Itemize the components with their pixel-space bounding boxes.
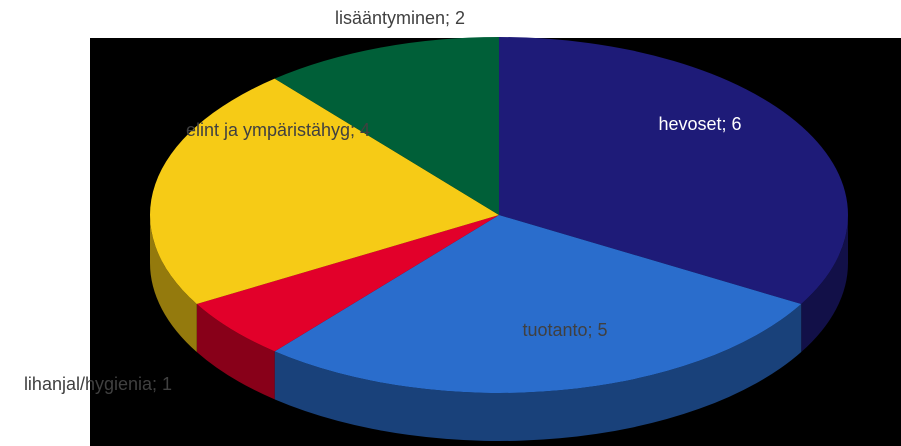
slice-side	[801, 215, 848, 352]
slice-side	[196, 304, 275, 400]
slice	[196, 215, 499, 352]
data-label: lisääntyminen; 2	[334, 8, 466, 28]
data-label: tuotanto; 5	[522, 320, 608, 340]
data-label: lihanjal/hygienia; 1	[23, 374, 173, 394]
slice-side	[274, 304, 802, 442]
slice-side	[150, 215, 197, 352]
slice	[274, 215, 802, 394]
slice	[499, 37, 849, 304]
slice	[149, 78, 499, 304]
data-label: elint ja ympäristähyg; 4	[185, 120, 371, 140]
data-label: hevoset; 6	[658, 114, 742, 134]
slice	[274, 37, 499, 215]
